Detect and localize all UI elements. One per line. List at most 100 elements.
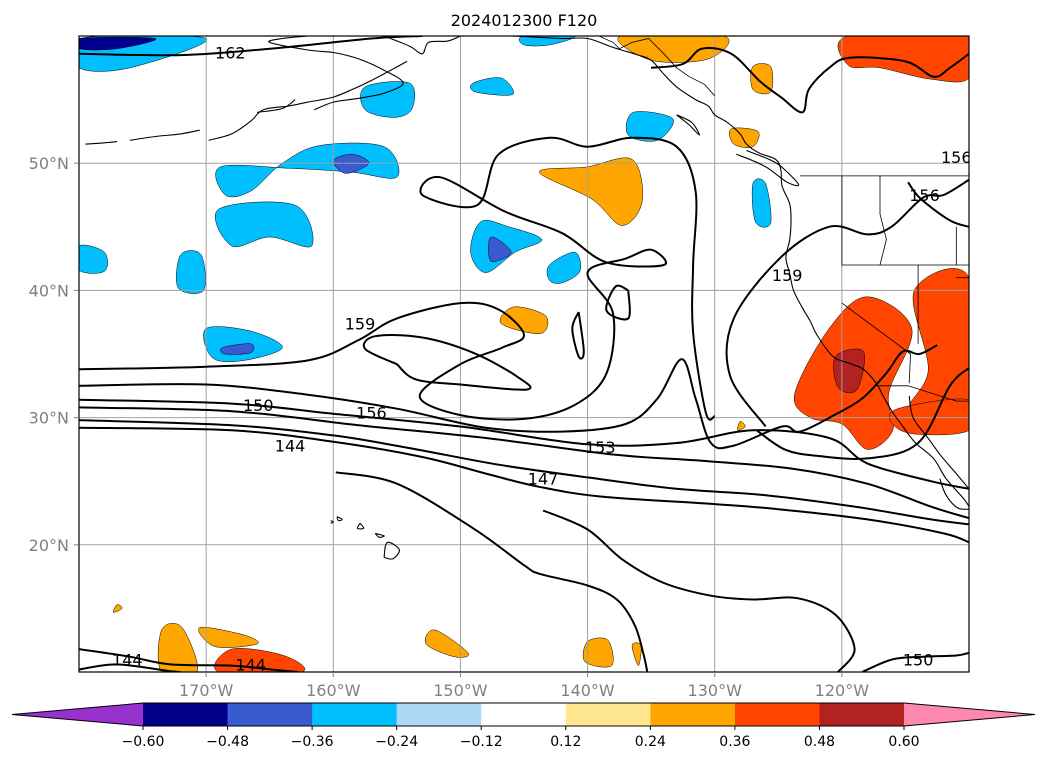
map-frame [78, 35, 970, 673]
political-border [878, 385, 969, 402]
contour-label: 144 [275, 437, 306, 456]
coastline [208, 60, 408, 141]
shaded-region [79, 36, 157, 51]
shaded-region [198, 626, 259, 648]
shaded-region [737, 421, 746, 431]
height-contour [79, 419, 969, 526]
shaded-region [625, 111, 674, 142]
height-contour [79, 426, 969, 544]
height-contour [362, 334, 532, 391]
height-contour [542, 509, 856, 672]
lon-tick-label: 150°W [433, 681, 488, 700]
height-contour [79, 36, 423, 57]
coastline [485, 36, 969, 507]
colorbar-tick-label: −0.24 [375, 734, 418, 750]
height-contour [861, 651, 969, 672]
lat-tick-label: 40°N [29, 281, 69, 300]
colorbar-tick-label: 0.12 [550, 734, 581, 750]
coastline [256, 99, 296, 113]
height-contour [907, 181, 969, 228]
lat-tick-label: 20°N [29, 536, 69, 555]
height-contour [571, 311, 585, 360]
colorbar: −0.60 −0.48 −0.36 −0.24 −0.12 0.12 0.24 0.36 0.4… [11, 702, 1036, 750]
lon-tick-label: 140°W [560, 681, 615, 700]
shaded-region [360, 81, 415, 118]
shaded-region [157, 623, 199, 672]
colorbar-tick-label: 0.60 [888, 734, 919, 750]
height-contour [335, 471, 649, 672]
coastline [268, 36, 404, 111]
lat-tick-label: 50°N [29, 154, 69, 173]
colorbar-segment [396, 703, 482, 726]
height-contour [79, 398, 969, 490]
political-border [841, 175, 969, 266]
colorbar-segment [143, 703, 229, 726]
chart-title: 2024012300 F120 [451, 11, 598, 30]
height-contour [79, 406, 969, 520]
height-contour [79, 136, 716, 421]
colorbar-tick-label: 0.48 [804, 734, 835, 750]
shaded-region [214, 201, 314, 248]
height-contour [605, 284, 631, 321]
shaded-region [112, 604, 123, 613]
contour-label: 153 [585, 438, 616, 457]
coastline [736, 149, 800, 187]
lon-tick-label: 160°W [306, 681, 361, 700]
shaded-region [833, 348, 865, 394]
height-contour [650, 47, 969, 114]
contour-label: 156 [356, 404, 387, 423]
shaded-region [176, 250, 206, 294]
political-border [879, 175, 887, 266]
shaded-region [729, 127, 760, 148]
coastline [129, 129, 200, 141]
shaded-region [470, 77, 514, 96]
coastline [383, 36, 461, 55]
shaded-region [488, 236, 512, 262]
coastline [383, 541, 400, 560]
contour-label: 147 [528, 470, 559, 489]
coastlines [85, 36, 969, 560]
colorbar-segment [734, 703, 820, 726]
colorbar-extend-high [904, 703, 1035, 726]
coastline [908, 395, 969, 490]
shaded-region [631, 642, 642, 666]
colorbar-tick-label: −0.36 [291, 734, 334, 750]
shaded-region [79, 244, 108, 274]
shaded-region [546, 251, 581, 284]
coastline [356, 522, 365, 530]
political-border [598, 36, 715, 97]
shaded-region [539, 157, 643, 226]
contour-label: 150 [243, 396, 274, 415]
colorbar-tick-label: 0.36 [719, 734, 750, 750]
shaded-region [582, 637, 614, 668]
lat-tick-label: 30°N [29, 409, 69, 428]
height-contour [79, 648, 298, 672]
height-contour [756, 367, 969, 460]
colorbar-segment [312, 703, 398, 726]
colorbar-segment [819, 703, 905, 726]
contour-label: 150 [903, 650, 934, 669]
shaded-region [837, 36, 969, 83]
colorbar-tick-label: 0.24 [635, 734, 666, 750]
height-contour [725, 178, 969, 428]
shaded-region [889, 398, 969, 436]
height-contour [79, 344, 938, 450]
contour-label: 156 [909, 186, 940, 205]
colorbar-tick-label: −0.12 [460, 734, 503, 750]
colorbar-tick-label: −0.60 [122, 734, 165, 750]
political-border [841, 302, 911, 384]
lon-tick-label: 130°W [688, 681, 743, 700]
height-contours [79, 36, 969, 672]
colorbar-segment [565, 703, 651, 726]
contour-label: 159 [345, 314, 376, 333]
colorbar-segment [227, 703, 313, 726]
colorbar-tick-label: −0.48 [206, 734, 249, 750]
lon-tick-label: 120°W [815, 681, 870, 700]
latitude-ticks: 20°N 30°N 40°N 50°N [29, 154, 79, 555]
coastline [939, 478, 969, 510]
colorbar-segment [481, 703, 567, 726]
shaded-region [751, 178, 772, 228]
lon-tick-label: 170°W [179, 681, 234, 700]
